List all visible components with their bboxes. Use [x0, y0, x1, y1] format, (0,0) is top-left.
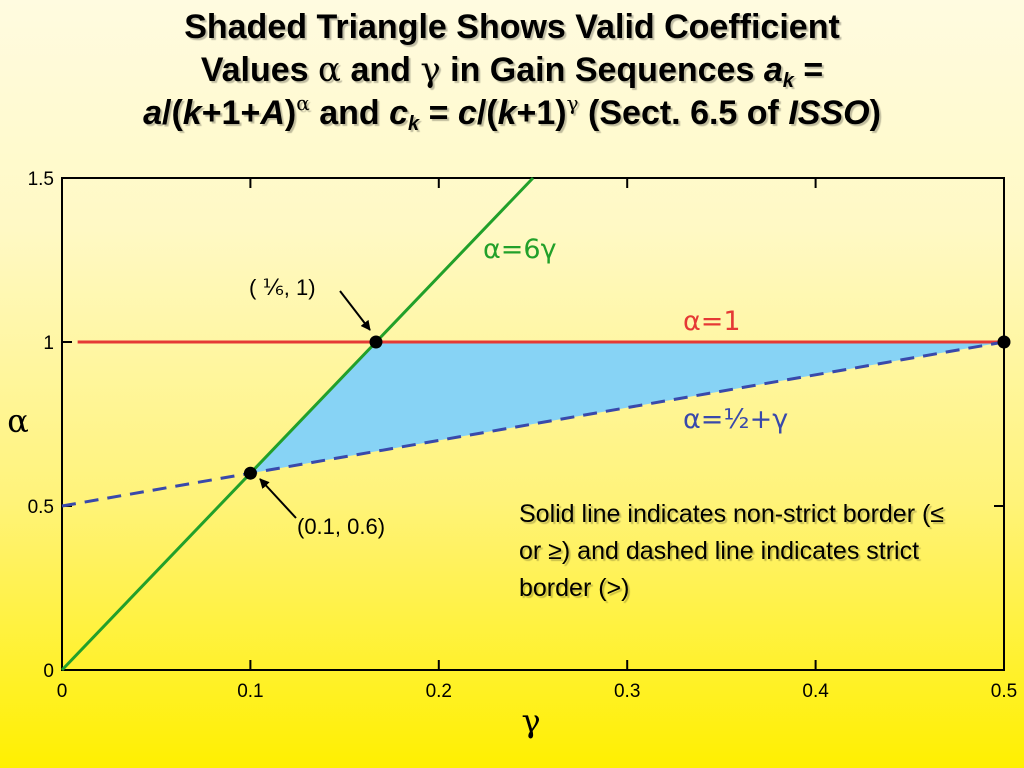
point-annotation: ( ⅙, 1) [249, 275, 316, 300]
title-line-3: a/(k+1+A)α and ck = c/(k+1)γ (Sect. 6.5 … [0, 92, 1024, 135]
title-k-symbol: k [497, 94, 517, 132]
title-gamma-exponent: γ [566, 91, 579, 115]
title-a-symbol: a [143, 94, 162, 132]
x-tick-label: 0 [57, 681, 68, 702]
title-ak-subscript: k [782, 70, 794, 92]
series-label: α=½+γ [683, 404, 788, 435]
title-c-symbol: c [457, 94, 477, 132]
title-k-symbol: k [182, 94, 202, 132]
annotation-arrow [339, 290, 371, 331]
y-tick-label: 0.5 [28, 497, 54, 518]
title-text: = [428, 94, 449, 132]
title-line-1-text: Shaded Triangle Shows Valid Coefficient [184, 8, 840, 46]
y-axis-label: α [7, 402, 29, 440]
x-tick-label: 0.3 [614, 681, 640, 702]
title-ak-symbol: a [763, 51, 783, 89]
slide-title: Shaded Triangle Shows Valid Coefficient … [0, 6, 1024, 135]
title-text: in Gain Sequences [450, 51, 755, 89]
x-axis-label: γ [521, 702, 540, 740]
title-line-1: Shaded Triangle Shows Valid Coefficient [0, 6, 1024, 49]
title-c-symbol: c [389, 94, 409, 132]
y-tick-label: 1.5 [28, 169, 54, 190]
y-tick-label: 0 [43, 661, 54, 682]
title-text: = [803, 51, 824, 89]
title-ck-subscript: k [408, 113, 420, 135]
title-isso: ISSO [788, 94, 870, 132]
title-text: ) [284, 94, 297, 132]
series-label: α=6γ [483, 234, 557, 265]
series-label: α=1 [683, 306, 741, 337]
data-point [997, 335, 1011, 349]
title-text: and [350, 51, 411, 89]
title-text: +1) [516, 94, 567, 132]
title-alpha-exponent: α [296, 91, 310, 115]
title-text: +1+ [201, 94, 261, 132]
data-point [243, 466, 257, 480]
x-tick-label: 0.2 [426, 681, 452, 702]
point-annotation: (0.1, 0.6) [297, 514, 385, 539]
border-note: Solid line indicates non-strict border (… [519, 500, 945, 602]
x-tick-label: 0.4 [802, 681, 829, 702]
title-text: (Sect. 6.5 of [588, 94, 779, 132]
series-line [60, 176, 535, 672]
x-tick-label: 0.5 [991, 681, 1017, 702]
title-text: ) [869, 94, 881, 132]
data-point [369, 335, 383, 349]
title-gamma-symbol: γ [420, 50, 441, 90]
title-text: /( [476, 94, 498, 132]
title-text: Values [200, 51, 309, 89]
title-text: and [319, 94, 380, 132]
y-tick-label: 1 [43, 333, 54, 354]
annotation-arrow [259, 478, 297, 519]
title-alpha-symbol: α [318, 50, 341, 90]
title-A-symbol: A [260, 94, 285, 132]
x-tick-label: 0.1 [237, 681, 263, 702]
title-text: /( [162, 94, 183, 132]
title-line-2: Values α and γ in Gain Sequences ak = [0, 49, 1024, 92]
